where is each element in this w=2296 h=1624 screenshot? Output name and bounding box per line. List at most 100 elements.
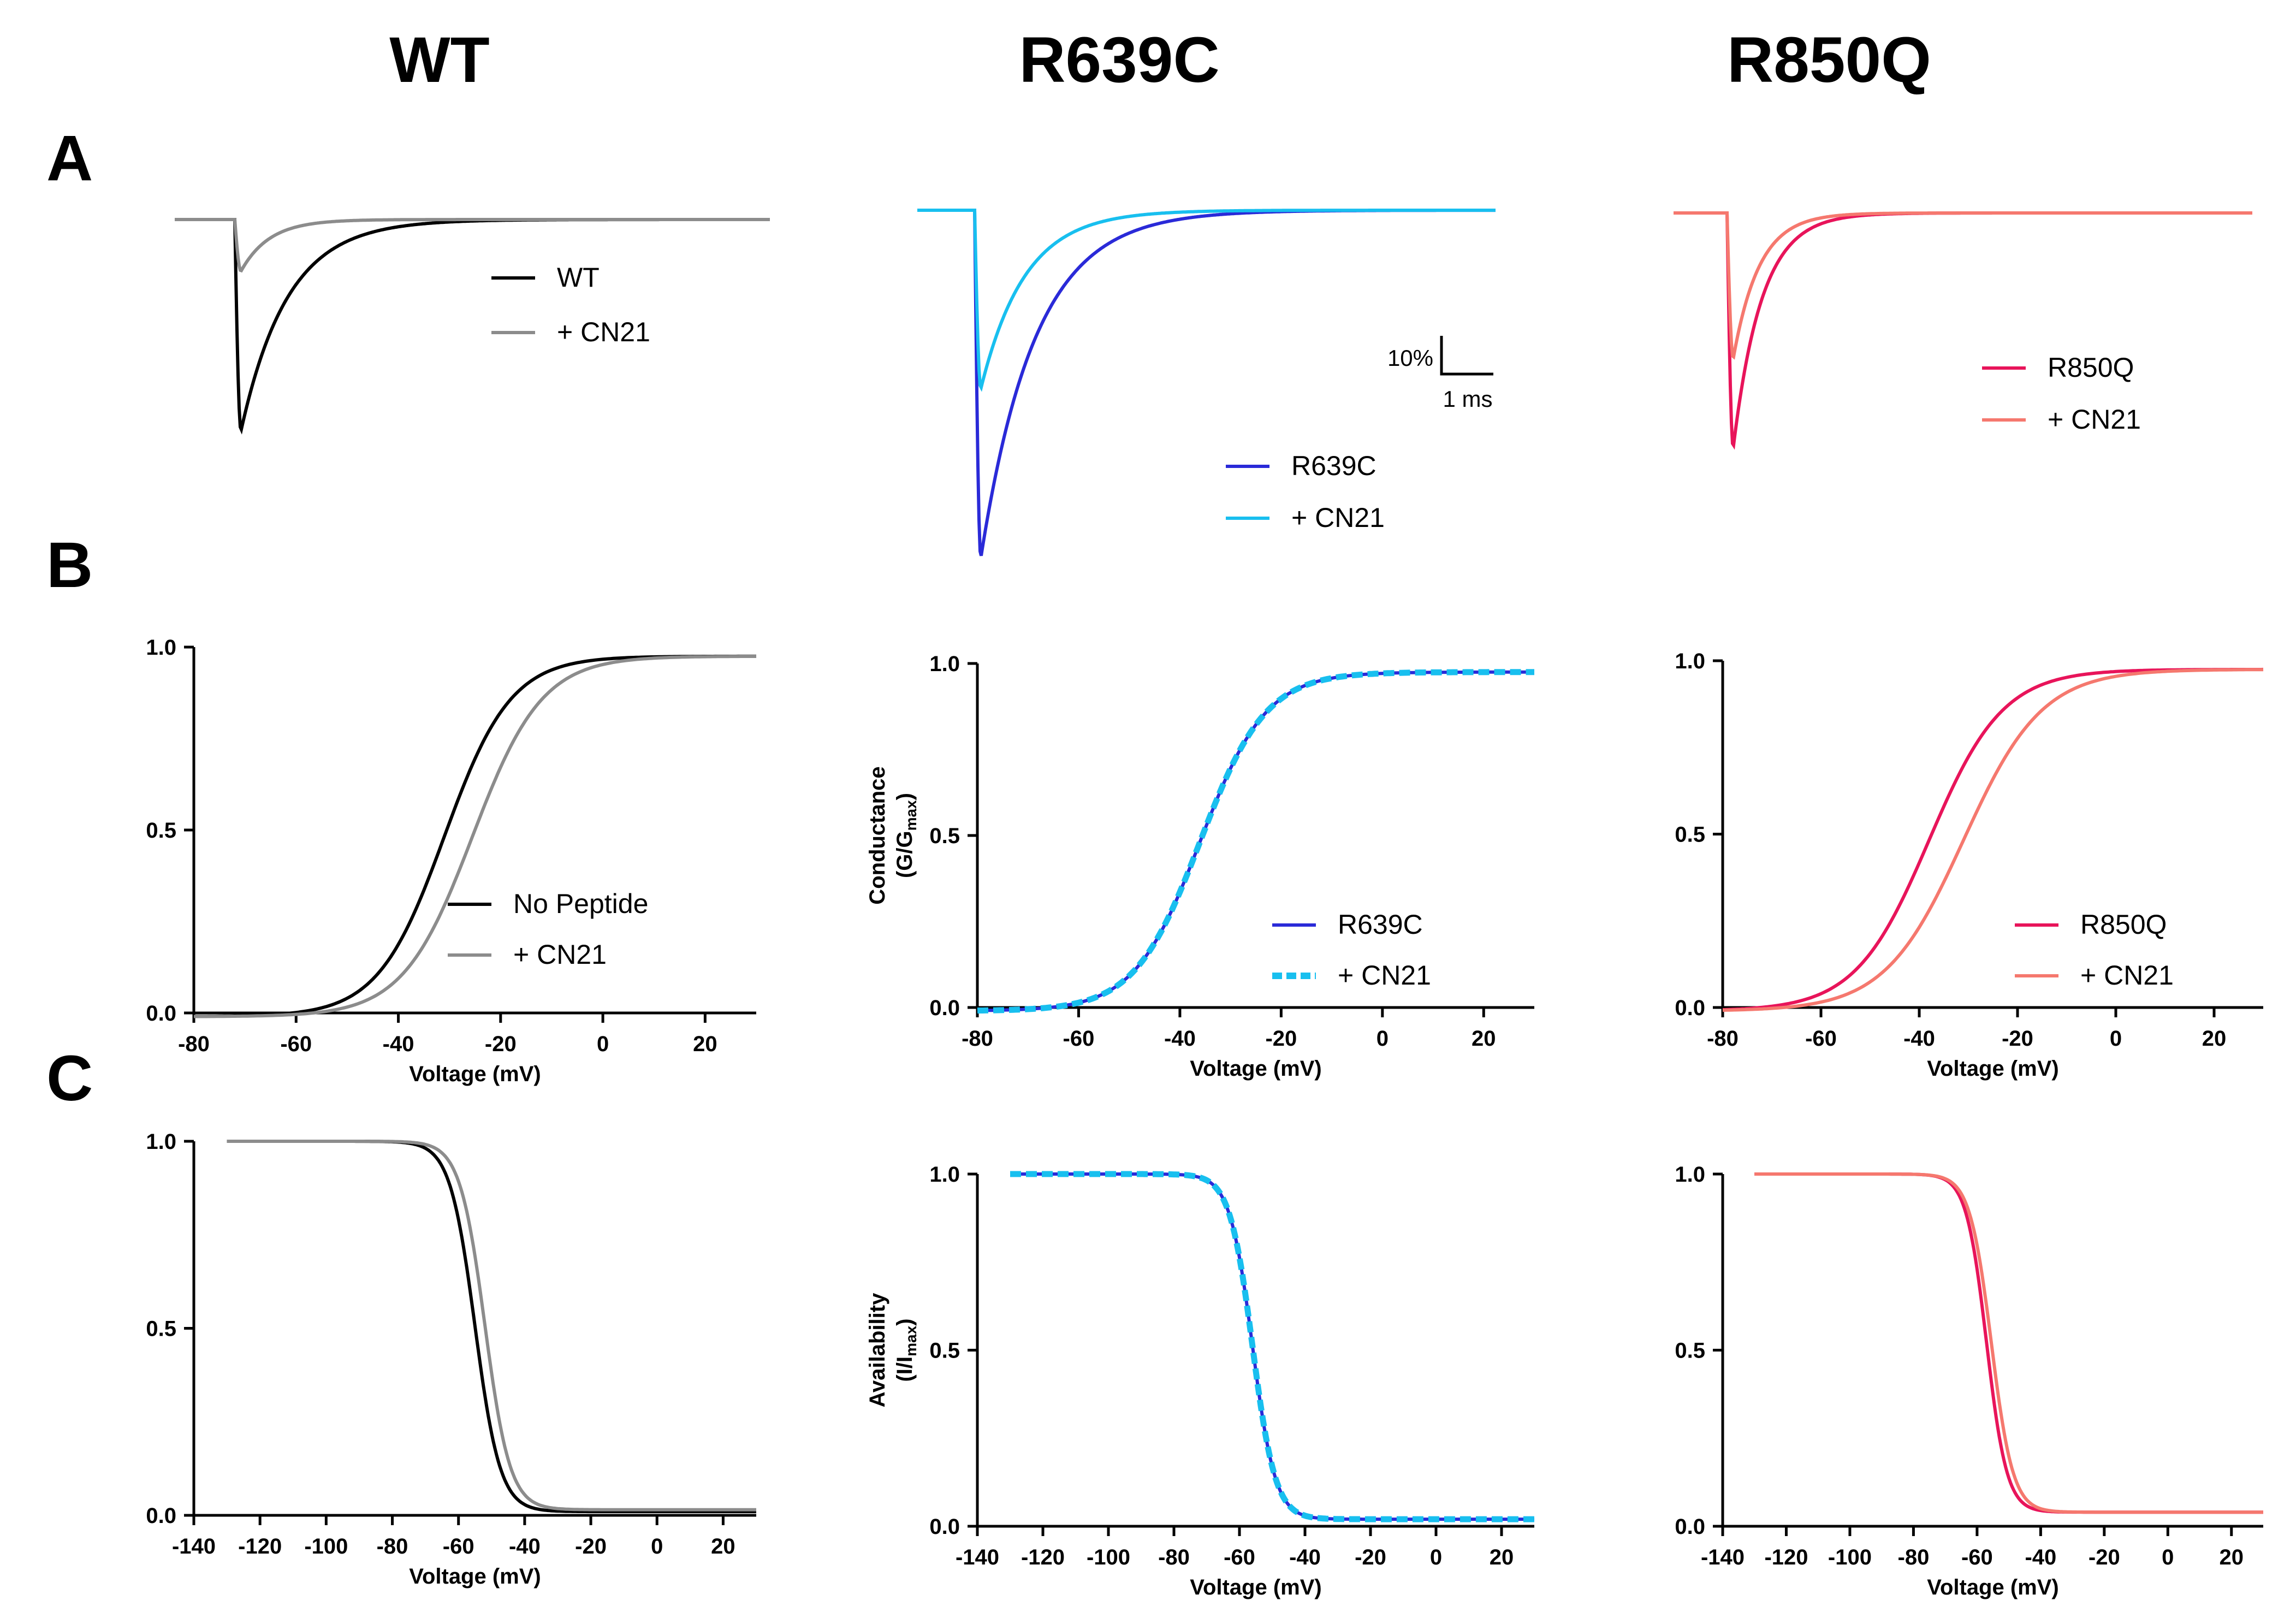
x-axis-label-C-R850Q: Voltage (mV) (1927, 1575, 2059, 1599)
y-tick-label-C-WT-0: 0.0 (146, 1504, 176, 1528)
y-tick-label-B-R639C-1: 0.5 (929, 824, 960, 848)
curve-C-R850Q-1 (1754, 1172, 2263, 1514)
scale-bar-x-label: 1 ms (1443, 386, 1492, 412)
x-tick-label-C-R639C-8: 20 (1490, 1545, 1514, 1569)
trace-A-R639C-1 (917, 209, 1496, 392)
y-tick-label-B-R639C-2: 1.0 (929, 652, 960, 676)
y-axis-unit-part: ) (893, 1318, 917, 1325)
x-tick-label-B-R850Q-2: -40 (1903, 1027, 1935, 1051)
x-tick-label-C-WT-4: -60 (443, 1534, 474, 1558)
x-axis-label-B-WT: Voltage (mV) (409, 1062, 541, 1086)
x-tick-label-B-R850Q-0: -80 (1707, 1027, 1739, 1051)
y-tick-label-B-WT-2: 1.0 (146, 636, 176, 660)
x-tick-label-B-WT-4: 0 (597, 1032, 609, 1056)
y-tick-label-C-WT-2: 1.0 (146, 1130, 176, 1154)
x-tick-label-B-R639C-5: 20 (1472, 1027, 1496, 1051)
curve-C-WT-1 (227, 1140, 756, 1512)
chart-C-R639C: 0.0 0.5 1.0 -140 -120 -100 -80 -60 -40 -20 0 20 Volt… (865, 1163, 1534, 1599)
y-tick-label-C-R639C-2: 1.0 (929, 1163, 960, 1187)
row-label-b: B (46, 529, 93, 601)
trace-A-R850Q-1 (1674, 211, 2252, 360)
y-tick-label-B-R850Q-1: 0.5 (1675, 823, 1705, 847)
x-tick-label-C-R850Q-5: -40 (2025, 1545, 2056, 1569)
x-tick-label-C-R850Q-2: -100 (1828, 1545, 1872, 1569)
y-tick-label-C-R639C-0: 0.0 (929, 1515, 960, 1539)
x-tick-label-C-R850Q-0: -140 (1701, 1545, 1745, 1569)
chart-B-WT: 0.0 0.5 1.0 -80 -60 -40 -20 0 20 Voltage (mV) No P… (146, 636, 757, 1086)
legend-label-B-WT-1: + CN21 (513, 939, 607, 970)
x-tick-label-C-R639C-3: -80 (1158, 1545, 1190, 1569)
y-axis-unit-part: max (903, 1325, 919, 1356)
chart-A-WT: WT + CN21 (175, 218, 770, 435)
x-tick-label-C-R639C-4: -60 (1224, 1545, 1255, 1569)
y-axis-unit-C-R639C: (I/Imax) (893, 1318, 919, 1382)
curve-C-WT-0 (227, 1140, 756, 1514)
curve-B-WT-1 (194, 654, 757, 1018)
x-axis-label-C-WT: Voltage (mV) (409, 1564, 541, 1589)
trace-A-R850Q-0 (1674, 211, 2252, 450)
y-tick-label-C-WT-1: 0.5 (146, 1317, 176, 1341)
legend-label-B-R850Q-1: + CN21 (2080, 960, 2174, 991)
legend-label-A-R850Q-0: R850Q (2048, 352, 2134, 383)
x-tick-label-B-R850Q-1: -60 (1805, 1027, 1837, 1051)
chart-C-WT: 0.0 0.5 1.0 -140 -120 -100 -80 -60 -40 -20 0 20 Volt… (146, 1130, 756, 1589)
y-axis-label-C-R639C: Availability (865, 1293, 889, 1407)
x-tick-label-B-WT-5: 20 (693, 1032, 717, 1056)
scale-bar-y-label: 10% (1387, 345, 1433, 371)
x-tick-label-B-R639C-1: -60 (1063, 1027, 1095, 1051)
x-tick-label-C-R639C-2: -100 (1087, 1545, 1130, 1569)
x-tick-label-B-WT-3: -20 (485, 1032, 517, 1056)
x-tick-label-B-WT-1: -60 (280, 1032, 312, 1056)
legend-label-A-R850Q-1: + CN21 (2048, 404, 2141, 435)
y-tick-label-C-R850Q-2: 1.0 (1675, 1163, 1705, 1187)
curve-B-R850Q-1 (1722, 668, 2263, 1012)
legend-label-B-R639C-1: + CN21 (1338, 960, 1431, 991)
x-axis-label-B-R639C: Voltage (mV) (1190, 1057, 1322, 1081)
row-label-c: C (46, 1042, 93, 1115)
x-tick-label-C-R850Q-3: -80 (1898, 1545, 1930, 1569)
curve-B-WT-0 (194, 654, 756, 1018)
x-tick-label-B-R639C-0: -80 (962, 1027, 993, 1051)
scale-bar-lines (1440, 336, 1493, 376)
chart-A-R639C: R639C + CN21 (917, 209, 1496, 556)
x-tick-label-B-R639C-4: 0 (1377, 1027, 1389, 1051)
y-axis-label-B-R639C: Conductance (865, 766, 889, 904)
x-tick-label-C-R850Q-1: -120 (1764, 1545, 1808, 1569)
y-tick-label-B-R850Q-0: 0.0 (1675, 996, 1705, 1020)
chart-B-R639C: 0.0 0.5 1.0 -80 -60 -40 -20 0 20 Voltage (mV) Cond… (865, 652, 1534, 1081)
x-tick-label-C-R639C-0: -140 (956, 1545, 999, 1569)
trace-A-WT-1 (175, 218, 770, 273)
x-tick-label-B-WT-0: -80 (178, 1032, 210, 1056)
y-tick-label-B-R639C-0: 0.0 (929, 996, 960, 1020)
y-axis-unit-part: ) (893, 793, 917, 800)
x-tick-label-B-R850Q-5: 20 (2202, 1027, 2227, 1051)
legend-label-B-R850Q-0: R850Q (2080, 909, 2167, 940)
column-title-r639c: R639C (1019, 24, 1219, 96)
x-tick-label-C-WT-1: -120 (238, 1534, 282, 1558)
x-tick-label-C-WT-7: 0 (651, 1534, 663, 1558)
curve-B-R850Q-0 (1722, 667, 2264, 1011)
trace-A-WT-0 (175, 218, 770, 435)
y-axis-unit-part: (G/G (893, 831, 917, 878)
legend-label-A-WT-1: + CN21 (557, 317, 650, 347)
y-axis-unit-part: max (903, 800, 919, 831)
chart-A-R850Q: R850Q + CN21 (1674, 211, 2252, 450)
y-tick-label-C-R850Q-1: 0.5 (1675, 1339, 1705, 1363)
x-tick-label-B-R639C-2: -40 (1164, 1027, 1196, 1051)
legend-label-B-WT-0: No Peptide (513, 888, 648, 919)
column-title-wt: WT (389, 24, 489, 96)
x-tick-label-C-R850Q-8: 20 (2220, 1545, 2244, 1569)
legend-label-A-WT-0: WT (557, 262, 600, 293)
scale-bar: 10% 1 ms (1387, 336, 1493, 412)
y-axis-unit-B-R639C: (G/Gmax) (893, 793, 919, 878)
legend-label-A-R639C-1: + CN21 (1291, 502, 1385, 533)
x-tick-label-C-R639C-7: 0 (1430, 1545, 1442, 1569)
x-tick-label-C-R639C-6: -20 (1355, 1545, 1386, 1569)
x-tick-label-B-WT-2: -40 (383, 1032, 414, 1056)
x-tick-label-B-R850Q-3: -20 (2002, 1027, 2033, 1051)
legend-label-B-R639C-0: R639C (1338, 909, 1423, 940)
curve-C-R639C-1 (1010, 1171, 1534, 1522)
charts-layer: WT + CN21 R639C + CN21 R850Q + CN21 0.0 0.5 1.0 -… (146, 209, 2264, 1599)
y-tick-label-B-WT-0: 0.0 (146, 1001, 176, 1026)
